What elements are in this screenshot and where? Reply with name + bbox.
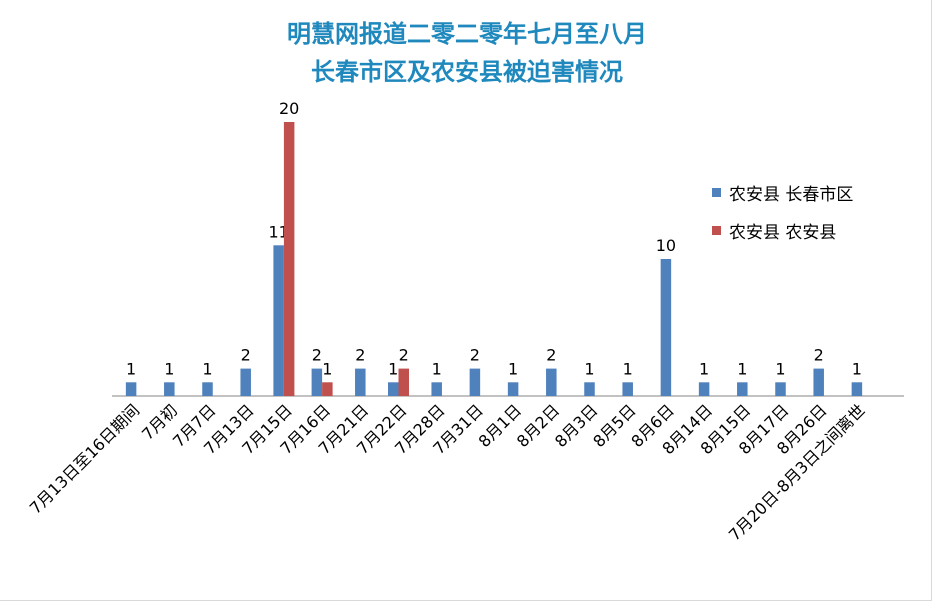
bar-series-0-6 (355, 368, 366, 396)
bar-series-0-12 (584, 382, 595, 396)
data-label-series-0-7: 1 (388, 359, 398, 378)
bar-series-1-7 (398, 368, 409, 396)
legend-label-series-1: 农安县 农安县 (729, 223, 837, 243)
data-label-series-0-16: 1 (737, 359, 747, 378)
bar-series-0-1 (164, 382, 175, 396)
bar-series-0-9 (469, 368, 481, 396)
bar-series-0-2 (202, 382, 213, 396)
legend-swatch-series-1 (712, 226, 721, 235)
data-label-series-0-15: 1 (699, 359, 709, 378)
data-label-series-0-12: 1 (584, 359, 594, 378)
legend-item-series-0: 农安县 长春市区 (712, 180, 853, 205)
bar-series-0-10 (507, 382, 519, 396)
data-label-series-0-1: 1 (164, 359, 174, 378)
legend-item-series-1: 农安县 农安县 (712, 218, 836, 243)
data-label-series-0-8: 1 (432, 359, 442, 378)
data-label-series-0-0: 1 (126, 359, 136, 378)
data-label-series-0-19: 1 (852, 359, 862, 378)
data-label-series-0-18: 2 (814, 346, 824, 365)
data-label-series-0-10: 1 (508, 359, 518, 378)
data-label-series-0-9: 2 (470, 346, 480, 365)
bar-series-0-13 (622, 382, 633, 396)
bar-series-0-3 (240, 368, 251, 396)
data-label-series-0-11: 2 (546, 346, 556, 365)
data-label-series-0-13: 1 (623, 359, 633, 378)
data-label-series-0-3: 2 (241, 346, 251, 365)
data-label-series-1-5: 1 (322, 359, 332, 378)
data-label-series-0-14: 10 (656, 236, 676, 255)
category-label-0: 7月13日至16日期间 (26, 401, 143, 518)
data-label-series-0-2: 1 (202, 359, 212, 378)
bar-series-0-18 (813, 368, 824, 396)
bar-series-1-4 (283, 122, 295, 396)
bar-series-0-8 (431, 382, 442, 396)
bar-series-0-14 (660, 259, 672, 396)
bar-series-0-7 (388, 382, 399, 396)
data-label-series-1-7: 2 (399, 346, 409, 365)
data-label-series-0-6: 2 (355, 346, 365, 365)
legend-swatch-series-0 (712, 188, 721, 197)
legend-label-series-0: 农安县 长春市区 (729, 185, 854, 205)
bar-series-0-16 (737, 382, 748, 396)
data-label-series-0-5: 2 (312, 346, 322, 365)
bar-series-0-15 (698, 382, 710, 396)
data-label-series-1-4: 20 (279, 99, 299, 118)
bar-series-0-0 (125, 382, 137, 396)
bar-series-0-19 (851, 382, 863, 396)
bar-series-1-5 (322, 382, 333, 396)
chart-title-line-1: 明慧网报道二零二零年七月至八月 (287, 20, 647, 48)
data-label-series-0-4: 11 (268, 222, 288, 241)
bar-series-0-17 (775, 382, 786, 396)
chart-title-line-2: 长春市区及农安县被迫害情况 (311, 58, 623, 86)
bar-series-0-4 (273, 245, 284, 396)
data-label-series-0-17: 1 (775, 359, 785, 378)
bar-series-0-5 (311, 368, 323, 396)
bar-series-0-11 (546, 368, 557, 396)
